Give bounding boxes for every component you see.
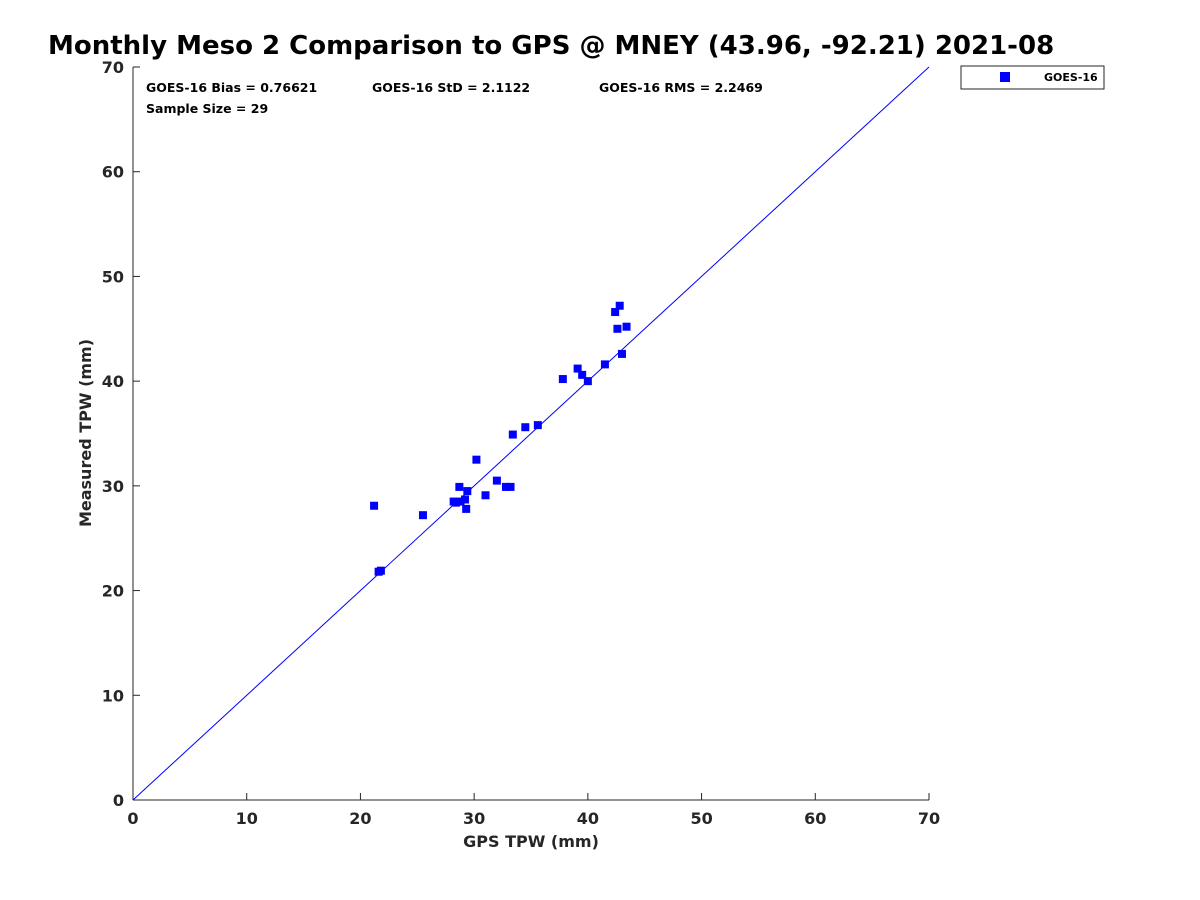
stat-sample-size: Sample Size = 29 <box>146 101 268 116</box>
stat-std: GOES-16 StD = 2.1122 <box>372 80 530 95</box>
data-point <box>451 498 460 507</box>
axis-ticks: 0 10 20 30 40 50 60 70 0 10 20 30 40 50 60 70 <box>102 58 940 828</box>
x-tick-label: 30 <box>463 809 485 828</box>
data-point <box>463 487 472 496</box>
data-point <box>558 375 567 384</box>
x-tick-label: 10 <box>236 809 258 828</box>
y-axis-label: Measured TPW (mm) <box>76 339 95 527</box>
data-point <box>600 360 609 369</box>
x-tick-label: 50 <box>690 809 712 828</box>
chart-title: Monthly Meso 2 Comparison to GPS @ MNEY … <box>48 31 1054 61</box>
y-tick-label: 20 <box>102 582 124 601</box>
legend-marker-goes16 <box>1000 72 1010 82</box>
data-point <box>521 423 530 432</box>
data-point <box>370 501 379 510</box>
data-point <box>492 476 501 485</box>
data-point <box>455 482 464 491</box>
y-tick-label: 50 <box>102 267 124 286</box>
data-point <box>615 301 624 310</box>
stat-bias: GOES-16 Bias = 0.76621 <box>146 80 317 95</box>
data-point <box>501 482 510 491</box>
data-point <box>506 482 515 491</box>
data-point <box>613 324 622 333</box>
data-point <box>622 322 631 331</box>
y-tick-label: 30 <box>102 477 124 496</box>
data-point <box>617 349 626 358</box>
stat-rms: GOES-16 RMS = 2.2469 <box>599 80 763 95</box>
legend-label-goes16: GOES-16 <box>1044 71 1098 84</box>
data-points <box>370 301 631 576</box>
y-tick-label: 40 <box>102 372 124 391</box>
data-point <box>583 377 592 386</box>
data-point <box>418 511 427 520</box>
data-point <box>573 364 582 373</box>
legend-box <box>960 65 1105 90</box>
x-axis-label: GPS TPW (mm) <box>463 832 599 851</box>
x-tick-label: 70 <box>918 809 940 828</box>
data-point <box>508 430 517 439</box>
data-point <box>611 308 620 317</box>
y-tick-label: 70 <box>102 58 124 77</box>
x-tick-label: 60 <box>804 809 826 828</box>
x-tick-label: 20 <box>349 809 371 828</box>
data-point <box>461 495 470 504</box>
data-point <box>456 497 465 506</box>
data-point <box>481 491 490 500</box>
data-point <box>462 504 471 513</box>
reference-line-group <box>132 66 930 801</box>
data-point <box>533 421 542 430</box>
data-point <box>578 370 587 379</box>
data-point <box>472 455 481 464</box>
legend: GOES-16 <box>960 65 1105 90</box>
y-tick-label: 60 <box>102 163 124 182</box>
x-tick-label: 0 <box>127 809 138 828</box>
axes <box>132 67 929 801</box>
reference-line-1to1 <box>132 66 930 801</box>
y-tick-label: 0 <box>113 791 124 810</box>
data-point <box>376 566 385 575</box>
y-tick-label: 10 <box>102 686 124 705</box>
x-tick-label: 40 <box>577 809 599 828</box>
